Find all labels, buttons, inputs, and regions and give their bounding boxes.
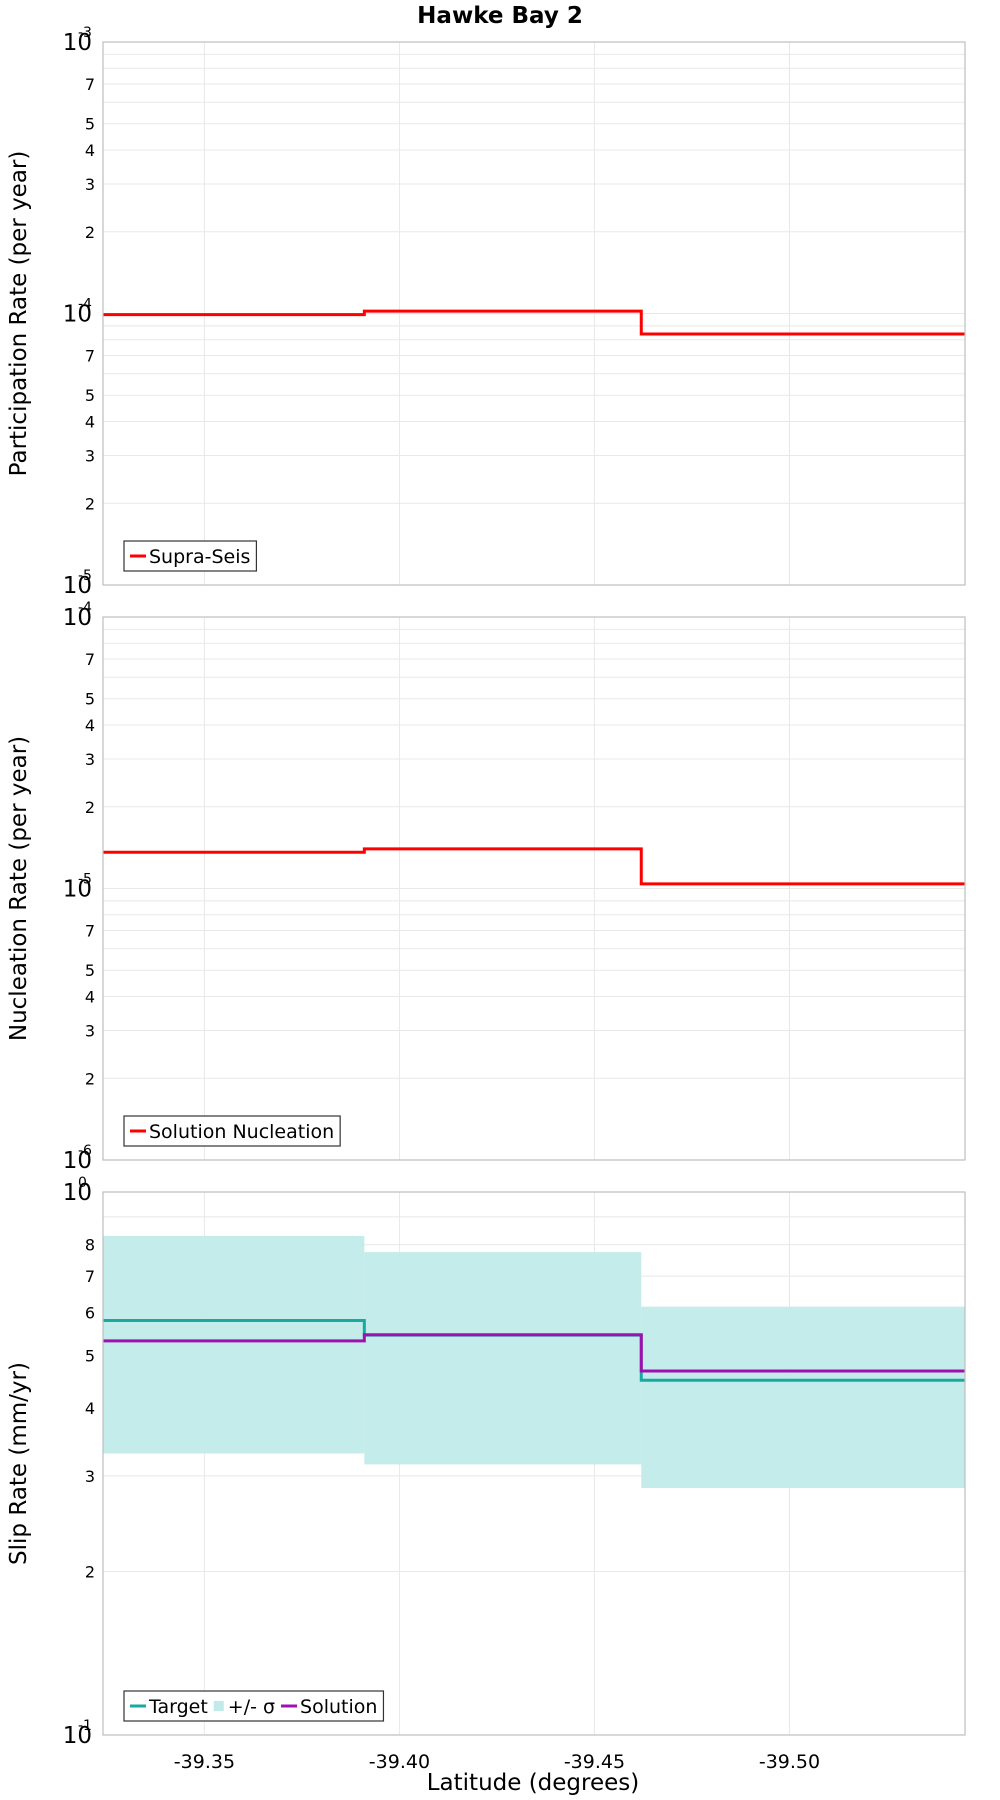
y-minor-tick-label: 5 (85, 690, 95, 709)
legend-label-sigma: +/- σ (228, 1696, 275, 1718)
chart-title: Hawke Bay 2 (417, 3, 583, 29)
y-tick-label: 10 (63, 1723, 92, 1749)
x-axis-label: Latitude (degrees) (427, 1770, 640, 1796)
y-minor-tick-label: 4 (85, 141, 95, 160)
y-minor-tick-label: 5 (85, 386, 95, 405)
legend-label-solution: Solution (300, 1696, 377, 1718)
y-minor-tick-label: 3 (85, 175, 95, 194)
sigma-band-segment (364, 1252, 642, 1465)
y-tick-exponent: -1 (78, 1718, 92, 1734)
y-tick-label: 10 (63, 1180, 92, 1206)
y-minor-tick-label: 4 (85, 988, 95, 1007)
y-minor-tick-label: 7 (85, 75, 95, 94)
legend-label-supra-seis: Supra-Seis (149, 546, 250, 568)
x-tick-label: -39.35 (174, 1751, 235, 1773)
y-tick-exponent: -5 (78, 568, 92, 584)
y-axis-label: Nucleation Rate (per year) (6, 736, 32, 1041)
y-tick-label: 10 (63, 30, 92, 56)
y-tick-exponent: -6 (78, 1143, 92, 1159)
series-supra-seis (103, 309, 965, 336)
legend: Supra-Seis (123, 540, 258, 572)
plot-frame (102, 41, 966, 586)
y-tick-label: 10 (63, 573, 92, 599)
y-tick-label: 10 (63, 605, 92, 631)
legend: Target +/- σ Solution (123, 1690, 385, 1722)
x-tick-label: -39.50 (759, 1751, 820, 1773)
plot-frame (102, 616, 966, 1161)
x-tick-label: -39.40 (369, 1751, 430, 1773)
y-minor-tick-label: 7 (85, 347, 95, 366)
y-minor-tick-label: 4 (85, 1399, 95, 1418)
y-minor-tick-label: 2 (85, 798, 95, 817)
y-minor-tick-label: 3 (85, 446, 95, 465)
y-minor-tick-label: 3 (85, 1021, 95, 1040)
y-minor-tick-label: 3 (85, 1467, 95, 1486)
y-minor-tick-label: 7 (85, 650, 95, 669)
y-tick-label: 10 (63, 877, 92, 903)
y-tick-label: 10 (63, 1148, 92, 1174)
y-tick-exponent: -5 (78, 872, 92, 888)
y-tick-exponent: -3 (78, 25, 92, 41)
y-minor-tick-label: 2 (85, 494, 95, 513)
legend-swatch- (213, 1701, 224, 1711)
legend-box (123, 1115, 341, 1147)
y-minor-tick-label: 4 (85, 716, 95, 735)
y-minor-tick-label: 5 (85, 1346, 95, 1365)
y-minor-tick-label: 7 (85, 1267, 95, 1286)
y-minor-tick-label: 7 (85, 922, 95, 941)
legend-box (123, 540, 258, 572)
y-minor-tick-label: 2 (85, 223, 95, 242)
y-tick-exponent: -4 (78, 600, 92, 616)
y-minor-tick-label: 3 (85, 750, 95, 769)
series-solution-nucleation (103, 847, 965, 886)
y-minor-tick-label: 4 (85, 413, 95, 432)
y-tick-exponent: -4 (78, 297, 92, 313)
legend: Solution Nucleation (123, 1115, 341, 1147)
y-minor-tick-label: 8 (85, 1236, 95, 1255)
sigma-band-segment (641, 1306, 965, 1489)
x-tick-label: -39.45 (564, 1751, 625, 1773)
y-axis-label: Slip Rate (mm/yr) (6, 1362, 32, 1565)
legend-label-solution-nucleation: Solution Nucleation (149, 1121, 334, 1143)
sigma-band-segment (103, 1235, 365, 1454)
y-minor-tick-label: 5 (85, 115, 95, 134)
plot-frame (102, 1191, 966, 1736)
y-tick-label: 10 (63, 302, 92, 328)
y-minor-tick-label: 2 (85, 1069, 95, 1088)
series-solution (103, 1333, 965, 1373)
legend-box (123, 1690, 385, 1722)
y-tick-exponent: 0 (78, 1175, 87, 1191)
y-minor-tick-label: 6 (85, 1303, 95, 1322)
y-minor-tick-label: 5 (85, 961, 95, 980)
y-axis-label: Participation Rate (per year) (6, 151, 32, 477)
legend-label-target: Target (148, 1696, 208, 1718)
y-minor-tick-label: 2 (85, 1563, 95, 1582)
